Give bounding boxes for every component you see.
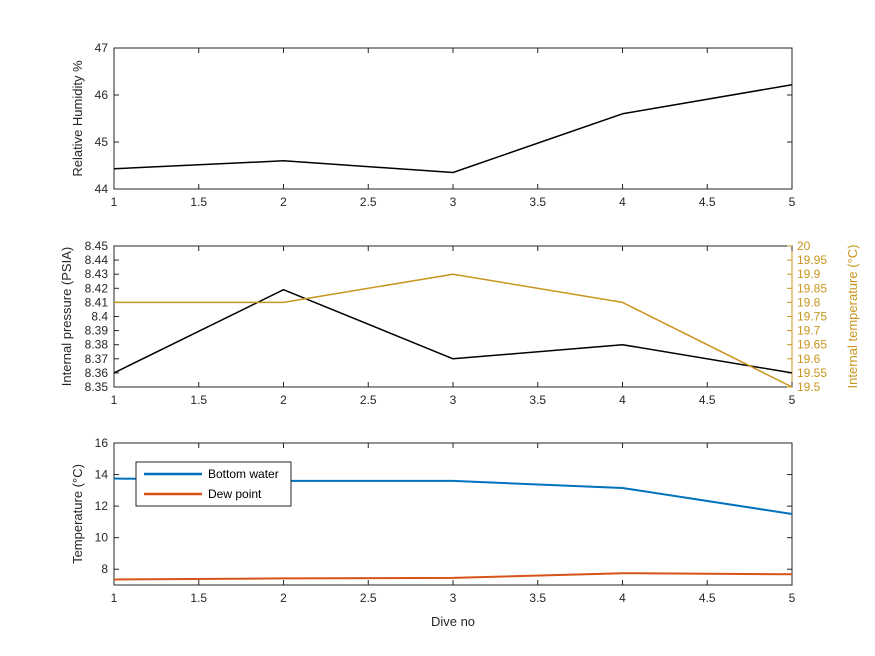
x-tick-label: 1.5: [190, 591, 207, 605]
x-tick-label: 4: [619, 591, 626, 605]
series-line-pressure-1: [114, 273, 793, 388]
y-right-tick-label: 19.65: [797, 338, 827, 352]
y-tick-label: 12: [95, 499, 109, 513]
y-right-tick-label: 19.9: [797, 267, 821, 281]
y-tick-label: 8.41: [85, 295, 109, 309]
y-right-tick-label: 20: [797, 239, 811, 253]
y-tick-label: 8.36: [85, 366, 109, 380]
chart-humidity: 1 1.5 2 2.5 3 3.5 4 4.5 5 44 45 46 47 Relative Humidi…: [70, 41, 796, 209]
x-tick-label: 3.5: [529, 195, 546, 209]
x-tick-label: 4: [619, 195, 626, 209]
y-axis-label-temperature: Temperature (°C): [70, 464, 85, 564]
series-line-temperature-1: [113, 572, 793, 581]
y-tick-label: 8.4: [91, 310, 108, 324]
y-tick-label: 8.37: [85, 352, 109, 366]
x-tick-label: 2: [280, 591, 287, 605]
chart-temperature: 1 1.5 2 2.5 3 3.5 4 4.5 5 8 10 12 14 16 Temperature (°…: [70, 436, 796, 605]
y-tick-label: 44: [95, 182, 109, 196]
y-right-tick-label: 19.55: [797, 366, 827, 380]
x-tick-label: 3: [450, 195, 457, 209]
x-tick-label: 4.5: [699, 195, 716, 209]
y-tick-label: 8.35: [85, 380, 109, 394]
y-right-tick-label: 19.6: [797, 352, 821, 366]
x-tick-label: 1: [111, 393, 118, 407]
y-right-tick-label: 19.5: [797, 380, 821, 394]
x-tick-label: 2: [280, 195, 287, 209]
legend-temperature: Bottom water Dew point: [135, 461, 292, 507]
x-tick-label: 2.5: [360, 195, 377, 209]
x-tick-label: 1: [111, 195, 118, 209]
y-right-tick-label: 19.7: [797, 324, 821, 338]
y-tick-label: 16: [95, 436, 109, 450]
legend-box: [135, 461, 292, 507]
y-tick-label: 47: [95, 41, 109, 55]
y-tick-label: 14: [95, 468, 109, 482]
x-tick-label: 2.5: [360, 591, 377, 605]
x-tick-label: 1.5: [190, 195, 207, 209]
y-right-axis-label-pressure: Internal temperature (°C): [845, 245, 860, 389]
y-tick-label: 45: [95, 135, 109, 149]
y-right-tick-label: 19.95: [797, 253, 827, 267]
plot-area-humidity: [113, 47, 793, 190]
x-tick-label: 1.5: [190, 393, 207, 407]
x-tick-label: 5: [789, 195, 796, 209]
x-axis-label: Dive no: [431, 614, 475, 629]
legend-label: Bottom water: [208, 467, 279, 481]
x-tick-label: 5: [789, 591, 796, 605]
x-tick-label: 3: [450, 591, 457, 605]
plot-area-pressure: [113, 245, 793, 388]
chart-pressure: 1 1.5 2 2.5 3 3.5 4 4.5 58.358.368.378.388.398.4…: [59, 239, 860, 407]
y-tick-label: 8: [101, 562, 108, 576]
y-tick-label: 8.39: [85, 324, 109, 338]
y-tick-label: 8.42: [85, 281, 109, 295]
y-right-tick-label: 19.75: [797, 310, 827, 324]
x-tick-label: 3: [450, 393, 457, 407]
x-tick-label: 5: [789, 393, 796, 407]
x-tick-label: 3.5: [529, 393, 546, 407]
series-line-humidity-0: [113, 83, 793, 174]
y-tick-label: 8.43: [85, 267, 109, 281]
x-tick-label: 4.5: [699, 393, 716, 407]
y-right-tick-label: 19.8: [797, 295, 821, 309]
y-tick-label: 10: [95, 531, 109, 545]
y-axis-label-pressure: Internal pressure (PSIA): [59, 247, 74, 386]
y-tick-label: 46: [95, 88, 109, 102]
x-tick-label: 4.5: [699, 591, 716, 605]
y-right-tick-label: 19.85: [797, 281, 827, 295]
y-axis-label-humidity: Relative Humidity %: [70, 60, 85, 177]
x-tick-label: 2.5: [360, 393, 377, 407]
series-line-pressure-0: [113, 288, 793, 374]
x-tick-label: 2: [280, 393, 287, 407]
y-tick-label: 8.44: [85, 253, 109, 267]
x-tick-label: 1: [111, 591, 118, 605]
y-tick-label: 8.45: [85, 239, 109, 253]
x-tick-label: 4: [619, 393, 626, 407]
y-tick-label: 8.38: [85, 338, 109, 352]
legend-label: Dew point: [208, 487, 262, 501]
x-tick-label: 3.5: [529, 591, 546, 605]
